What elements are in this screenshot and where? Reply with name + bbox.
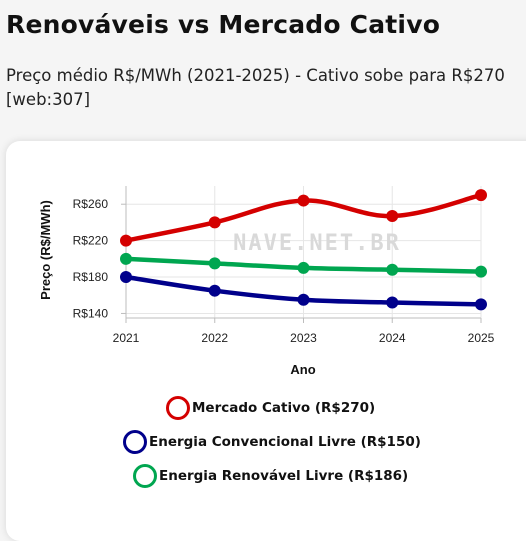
watermark: NAVE.NET.BR xyxy=(233,231,401,256)
data-point xyxy=(297,194,310,207)
data-point xyxy=(475,298,487,311)
data-point xyxy=(297,261,310,274)
x-tick-label: 2023 xyxy=(290,331,317,345)
legend-swatch xyxy=(123,430,147,454)
data-point xyxy=(208,257,221,270)
y-axis-label: Preço (R$/MWh) xyxy=(38,200,53,300)
x-axis-label: Ano xyxy=(290,362,315,377)
x-tick-label: 2024 xyxy=(379,331,406,345)
data-point xyxy=(120,252,132,265)
page-subtitle: Preço médio R$/MWh (2021-2025) - Cativo … xyxy=(6,66,505,109)
data-point xyxy=(208,284,221,297)
data-point xyxy=(475,265,487,278)
series xyxy=(120,189,487,311)
legend-swatch xyxy=(166,396,190,420)
legend-item[interactable]: Energia Convencional Livre (R$150) xyxy=(123,430,421,454)
data-point xyxy=(386,296,399,309)
axes: R$140 R$180 R$220 R$260 2021 2022 2023 2024 2025 xyxy=(73,186,495,345)
legend-label: Energia Convencional Livre (R$150) xyxy=(149,434,421,450)
data-point xyxy=(386,263,399,276)
y-tick-label: R$260 xyxy=(73,197,109,211)
x-tick-label: 2025 xyxy=(468,331,495,345)
line-chart: NAVE.NET.BR R$140 R$180 R$220 R$260 2021 2022… xyxy=(38,186,495,377)
y-tick-label: R$180 xyxy=(73,270,109,284)
legend-label: Mercado Cativo (R$270) xyxy=(192,400,376,416)
data-point xyxy=(120,271,132,284)
data-point xyxy=(297,293,310,306)
x-tick-label: 2021 xyxy=(113,331,140,345)
page-title: Renováveis vs Mercado Cativo xyxy=(6,10,441,39)
legend-label: Energia Renovável Livre (R$186) xyxy=(159,468,409,484)
data-point xyxy=(208,216,221,229)
data-point xyxy=(475,189,487,202)
legend-item[interactable]: Energia Renovável Livre (R$186) xyxy=(133,464,408,488)
y-tick-label: R$140 xyxy=(73,306,109,320)
data-point xyxy=(386,210,399,223)
legend-swatch xyxy=(133,464,157,488)
x-tick-label: 2022 xyxy=(201,331,228,345)
legend-item[interactable]: Mercado Cativo (R$270) xyxy=(166,396,375,420)
data-point xyxy=(120,234,132,247)
y-tick-label: R$220 xyxy=(73,234,109,248)
